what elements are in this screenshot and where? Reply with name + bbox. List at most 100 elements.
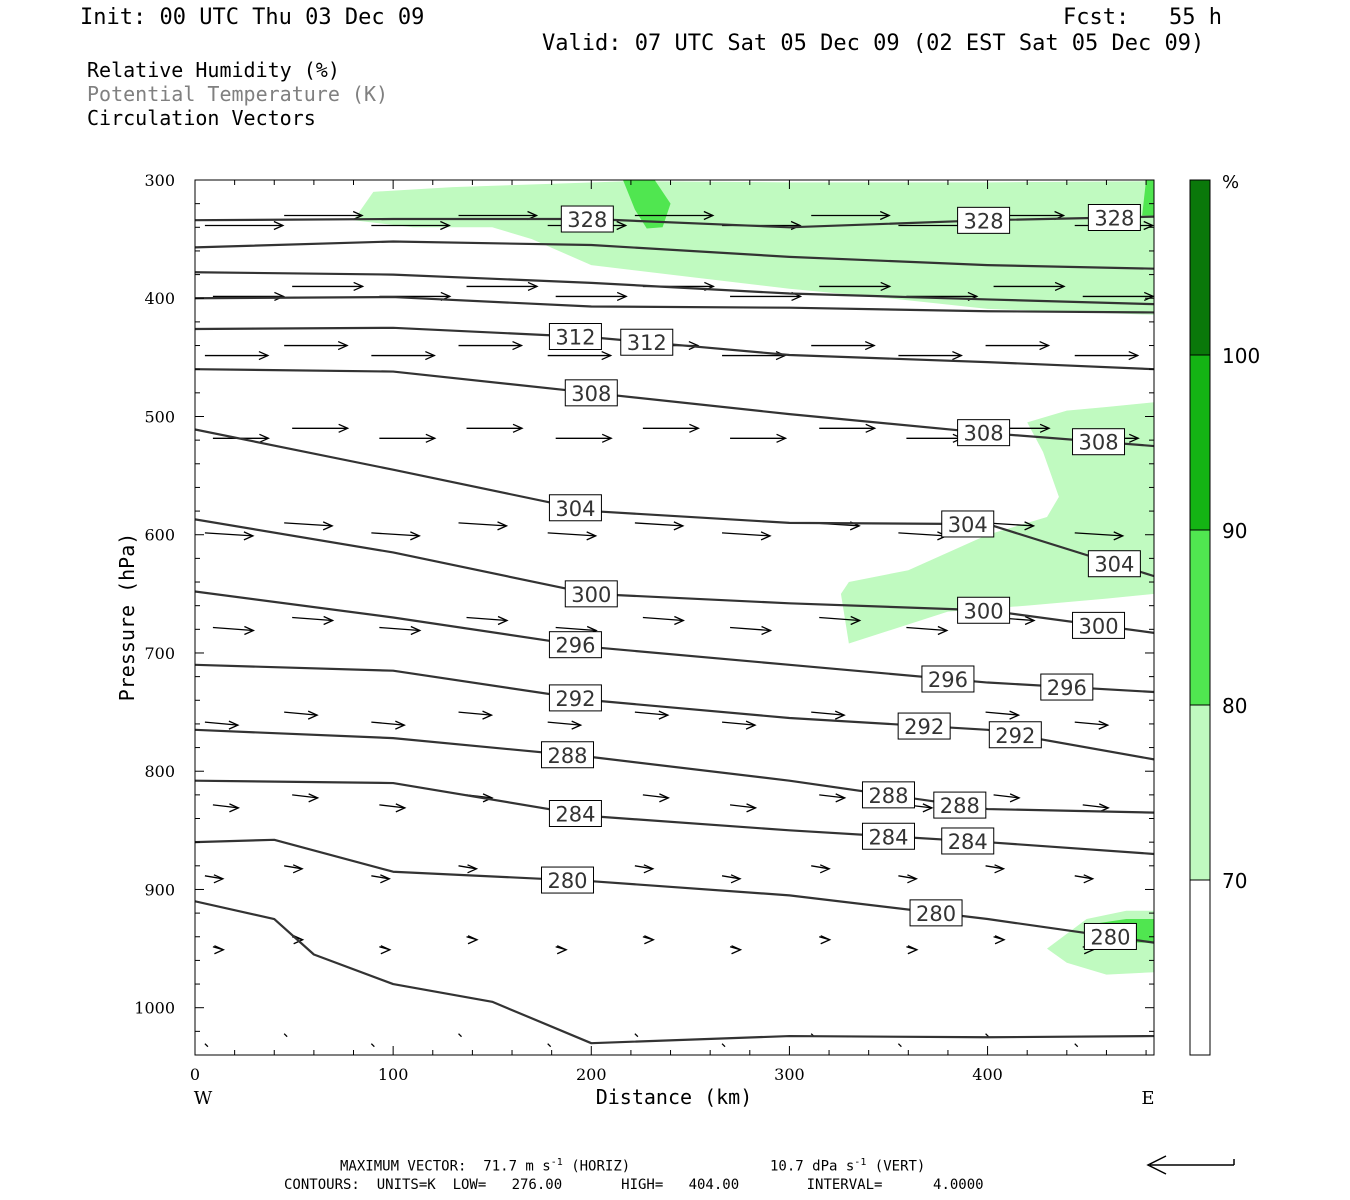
- vector-arrow: [634, 710, 670, 720]
- contour-label-292-1: 292: [897, 712, 951, 740]
- vector-arrow: [906, 625, 949, 636]
- vector-arrow: [906, 945, 919, 955]
- contour-label-328-1: 328: [957, 206, 1011, 234]
- vector-arrow: [819, 281, 892, 292]
- theta-contour-304: [195, 428, 1154, 578]
- x-right-label-east: E: [1141, 1088, 1154, 1109]
- contour-label-284-0: 284: [548, 800, 602, 827]
- reference-vector-arrow: [1146, 1155, 1235, 1175]
- y-tick-label: 500: [144, 407, 175, 426]
- theta-contour-320: [195, 271, 1154, 306]
- contour-label-300-1: 300: [957, 596, 1011, 624]
- contour-label-308-2: 308: [1072, 428, 1126, 456]
- svg-text:280: 280: [547, 869, 587, 893]
- x-tick-label: 200: [576, 1065, 607, 1084]
- vector-arrow: [204, 350, 270, 361]
- svg-text:300: 300: [964, 599, 1004, 623]
- theta-contour-276: [195, 900, 1154, 1045]
- svg-text:296: 296: [1047, 676, 1087, 700]
- x-tick-label: 300: [774, 1065, 805, 1084]
- init-time: Init: 00 UTC Thu 03 Dec 09: [80, 5, 425, 30]
- plot-frame: [194, 179, 1155, 1056]
- y-tick-label: 700: [144, 644, 175, 663]
- vector-arrow: [371, 220, 451, 231]
- colorbar-segment: [1189, 354, 1211, 531]
- vector-arrow: [379, 625, 422, 636]
- vector-arrow: [634, 1033, 639, 1038]
- vector-arrow: [819, 935, 832, 945]
- vector-arrow: [811, 864, 831, 874]
- vector-arrow: [547, 720, 583, 730]
- vector-arrow: [729, 945, 743, 955]
- colorbar-tick-label: 100: [1222, 344, 1260, 368]
- contour-label-280-1: 280: [909, 899, 963, 927]
- contour-label-328-2: 328: [1087, 204, 1141, 231]
- vector-arrow: [811, 710, 846, 720]
- colorbar-tick-label: 90: [1222, 519, 1247, 543]
- vector-arrow: [721, 874, 742, 884]
- theta-contour-324: [195, 240, 1154, 270]
- contour-label-284-1: 284: [861, 822, 915, 850]
- vector-arrow: [466, 935, 479, 945]
- vector-arrow: [898, 874, 918, 884]
- colorbar-tick-label: 80: [1222, 694, 1247, 718]
- vector-arrow: [721, 1043, 726, 1048]
- vector-arrow: [547, 531, 598, 541]
- colorbar-tick-label: 70: [1222, 869, 1247, 893]
- contour-label-292-2: 292: [988, 721, 1042, 749]
- vector-arrow: [284, 710, 319, 720]
- theta-contour-284: [195, 779, 1154, 856]
- max-vector-vert: 10.7 dPa s-1 (VERT): [770, 1157, 926, 1175]
- x-tick-label: 400: [972, 1065, 1003, 1084]
- theta-contour-308: [195, 368, 1154, 448]
- vector-arrow: [204, 1043, 209, 1048]
- svg-text:312: 312: [627, 331, 667, 355]
- contour-label-296-0: 296: [548, 631, 602, 659]
- svg-text:308: 308: [964, 422, 1004, 446]
- contour-label-304-2: 304: [1087, 550, 1141, 578]
- vector-arrow: [292, 423, 350, 433]
- svg-text:288: 288: [547, 744, 587, 768]
- legend-theta: Potential Temperature (K): [87, 82, 389, 106]
- contour-label-292-0: 292: [548, 684, 602, 712]
- vector-arrow: [642, 423, 700, 433]
- vector-arrow: [292, 615, 335, 626]
- vector-arrow: [634, 864, 655, 874]
- svg-text:296: 296: [555, 634, 595, 658]
- vector-arrow: [898, 531, 948, 541]
- vector-arrow: [730, 625, 773, 636]
- vector-arrow: [993, 793, 1021, 803]
- vector-arrow: [642, 793, 670, 803]
- contour-label-308-1: 308: [957, 419, 1011, 447]
- colorbar-segment: [1189, 879, 1211, 1056]
- vector-arrow: [370, 1043, 375, 1048]
- vector-arrow: [1074, 531, 1125, 541]
- y-tick-label: 1000: [134, 999, 175, 1018]
- vector-arrow: [730, 433, 788, 443]
- contour-label-288-0: 288: [541, 741, 595, 769]
- vector-arrow: [204, 874, 225, 884]
- vector-arrow: [1074, 1043, 1079, 1048]
- contour-label-288-2: 288: [933, 791, 987, 819]
- theta-contour-328: [195, 215, 1154, 229]
- contour-label-304-1: 304: [941, 510, 995, 538]
- svg-text:328: 328: [567, 208, 607, 232]
- vector-arrow: [819, 793, 847, 803]
- colorbar-segment: [1189, 179, 1211, 356]
- contour-label-280-0: 280: [541, 866, 595, 894]
- vector-arrow: [811, 210, 891, 221]
- rh-shading: [353, 180, 1154, 975]
- vector-arrow: [371, 350, 436, 361]
- vector-arrow: [547, 350, 613, 361]
- vector-arrow: [212, 803, 241, 813]
- contour-label-328-0: 328: [560, 205, 614, 233]
- vector-arrow: [555, 945, 568, 955]
- vector-arrow: [283, 1033, 288, 1038]
- contour-label-284-2: 284: [941, 827, 995, 855]
- svg-text:280: 280: [1090, 925, 1130, 949]
- vector-arrow: [466, 615, 509, 626]
- svg-text:284: 284: [868, 825, 908, 849]
- rh-region-0: [353, 181, 1154, 315]
- vector-arrow: [371, 531, 421, 541]
